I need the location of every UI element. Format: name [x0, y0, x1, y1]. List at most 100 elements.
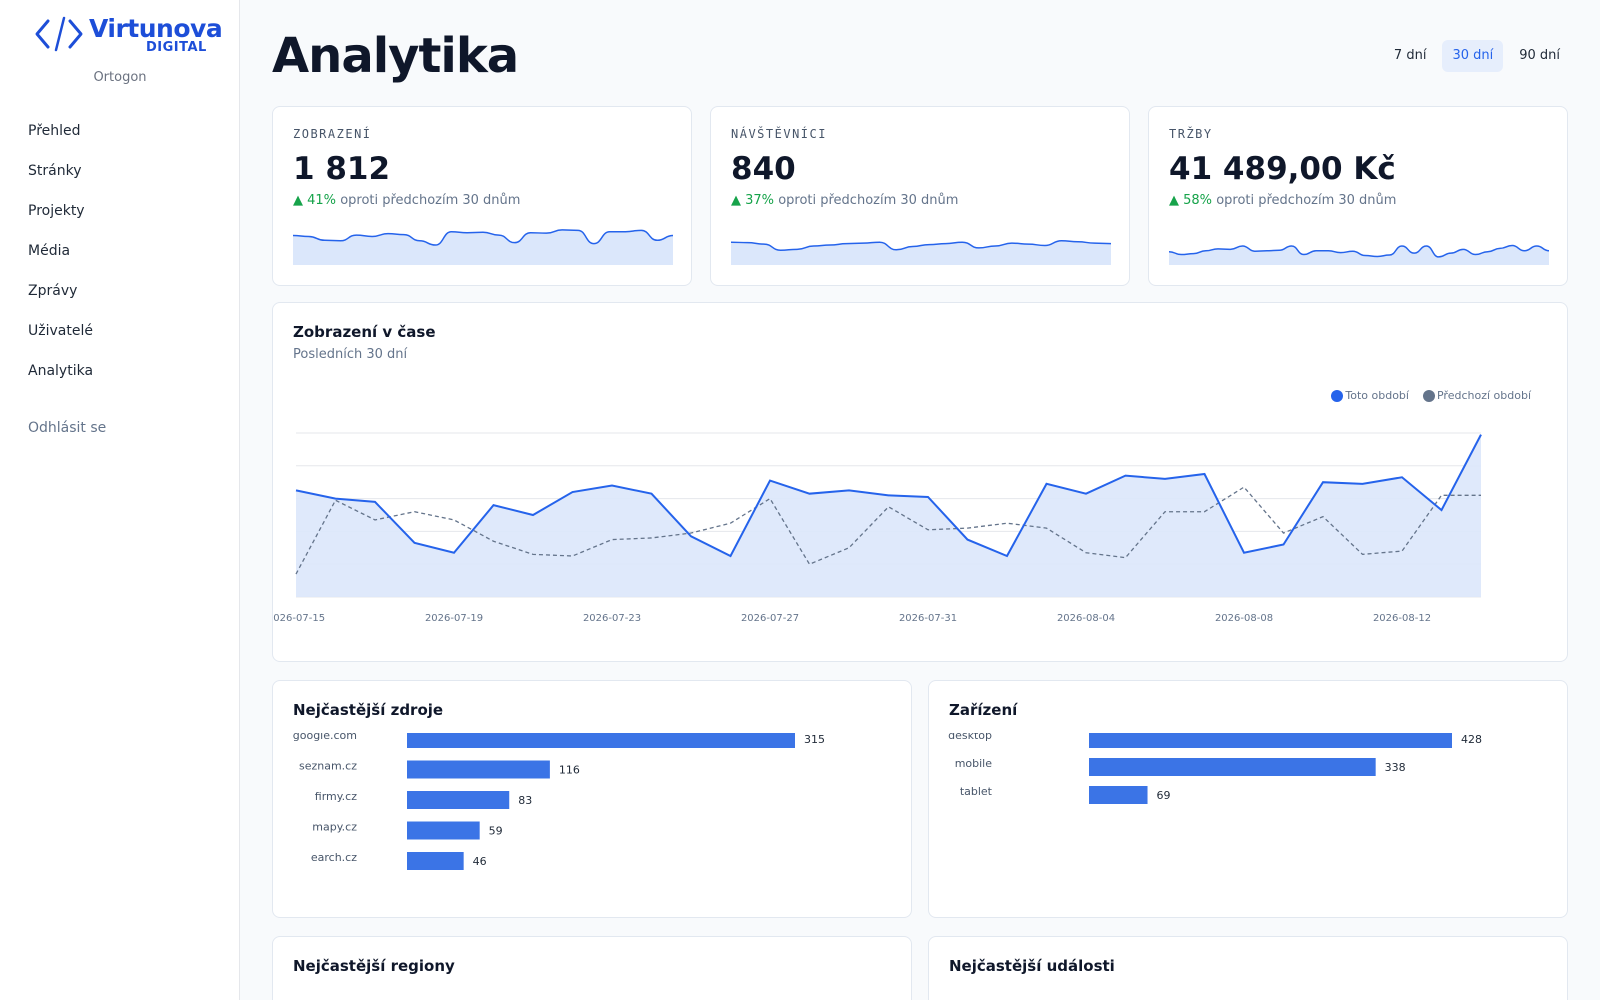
sidebar-item-stranky[interactable]: Stránky [28, 163, 82, 179]
bar-label: earch.cz [311, 851, 357, 864]
legend-item-current[interactable]: Toto období [1331, 389, 1409, 402]
stat-card-visitors: NÁVŠTĚVNÍCI 840 ▲ 37% oproti předchozím … [710, 106, 1130, 286]
bar-value: 59 [489, 825, 503, 838]
sidebar-nav: Přehled Stránky Projekty Média Zprávy Už… [0, 115, 240, 395]
stat-change: ▲ 58% oproti předchozím 30 dnům [1169, 193, 1396, 208]
bar-label: desktop [948, 733, 992, 742]
legend-label: Toto období [1345, 389, 1409, 402]
stat-delta: 58% [1183, 193, 1213, 208]
range-7-days-button[interactable]: 7 dní [1393, 48, 1427, 63]
bar[interactable] [407, 852, 464, 870]
stat-value: 840 [731, 151, 796, 187]
events-title: Nejčastější události [949, 957, 1115, 975]
legend-item-previous[interactable]: Předchozí období [1422, 389, 1531, 402]
x-tick-label: 2026-08-08 [1215, 613, 1273, 624]
sparkline-visitors [731, 240, 1111, 265]
bar[interactable] [1089, 758, 1376, 776]
bar[interactable] [407, 791, 510, 809]
stat-value: 41 489,00 Kč [1169, 151, 1396, 187]
legend-label: Předchozí období [1436, 389, 1531, 402]
bar-value: 46 [473, 855, 487, 868]
series-area-current [296, 434, 1481, 597]
bar-value: 69 [1157, 789, 1171, 802]
date-range-selector: 7 dní 30 dní 90 dní [1384, 40, 1570, 72]
sparkline-line [731, 240, 1111, 252]
series-line-previous [295, 486, 1481, 575]
bar-value: 83 [518, 794, 532, 807]
chart-subtitle: Posledních 30 dní [293, 347, 408, 362]
bar[interactable] [407, 821, 480, 840]
bar-value: 315 [804, 733, 825, 746]
sources-title: Nejčastější zdroje [293, 701, 444, 719]
line-chart: 2026-07-15 2026-07-19 2026-07-23 2026-07-27… [273, 432, 1482, 624]
stat-compare-text: oproti předchozím 30 dnům [1216, 193, 1397, 208]
stat-compare-text: oproti předchozím 30 dnům [340, 193, 521, 208]
views-over-time-card: Zobrazení v čase Posledních 30 dní Toto … [272, 302, 1568, 662]
sources-bar-chart: google.com 315 seznam.cz 116 firmy.cz 83 mapy.… [293, 733, 825, 870]
sparkline-revenue [1169, 244, 1549, 265]
bar-value: 116 [559, 764, 580, 777]
sidebar: Virtunova DIGITAL Ortogon Přehled Stránk… [0, 0, 240, 1000]
stat-change: ▲ 37% oproti předchozím 30 dnům [731, 193, 958, 208]
regions-title: Nejčastější regiony [293, 957, 455, 975]
sparkline-area [731, 240, 1111, 265]
brand-logo[interactable]: Virtunova DIGITAL [34, 14, 223, 64]
stat-change: ▲ 41% oproti předchozím 30 dnům [293, 193, 520, 208]
stat-card-views: ZOBRAZENÍ 1 812 ▲ 41% oproti předchozím … [272, 106, 692, 286]
chart-legend: Toto období Předchozí období [1331, 389, 1531, 402]
devices-title: Zařízení [949, 701, 1018, 719]
bar-value: 338 [1385, 761, 1406, 774]
page-title: Analytika [272, 28, 519, 84]
range-30-days-button[interactable]: 30 dní [1442, 40, 1504, 72]
stat-label: ZOBRAZENÍ [293, 127, 372, 141]
sidebar-item-analytika[interactable]: Analytika [28, 363, 94, 379]
sparkline-line [293, 229, 673, 246]
x-tick-label: 2026-07-15 [273, 613, 325, 624]
stat-delta: 41% [307, 193, 337, 208]
x-tick-label: 2026-08-12 [1373, 613, 1431, 624]
triangle-up-icon: ▲ [731, 193, 741, 208]
bar-label: firmy.cz [315, 790, 357, 803]
bar-label: mapy.cz [312, 821, 357, 834]
triangle-up-icon: ▲ [1169, 193, 1179, 208]
bar[interactable] [407, 733, 795, 748]
devices-bar-chart: desktop 428 mobile 338 tablet 69 [948, 733, 1482, 804]
sparkline-line [1169, 244, 1549, 258]
bar-value: 428 [1461, 733, 1482, 746]
sparkline-area [1169, 245, 1549, 265]
top-regions-card: Nejčastější regiony [272, 936, 912, 1000]
stat-compare-text: oproti předchozím 30 dnům [778, 193, 959, 208]
code-brackets-icon [35, 16, 83, 52]
sidebar-item-media[interactable]: Média [28, 243, 71, 259]
chart-title: Zobrazení v čase [293, 323, 436, 341]
bar-label: google.com [293, 733, 357, 742]
bar[interactable] [1089, 733, 1452, 748]
triangle-up-icon: ▲ [293, 193, 303, 208]
x-tick-label: 2026-08-04 [1057, 613, 1115, 624]
legend-dot-current [1331, 389, 1344, 402]
sidebar-item-uzivatele[interactable]: Uživatelé [28, 323, 93, 339]
stat-delta: 37% [745, 193, 775, 208]
range-90-days-button[interactable]: 90 dní [1519, 48, 1560, 63]
top-sources-card: Nejčastější zdroje google.com 315 seznam.c… [272, 680, 912, 918]
stat-card-revenue: TRŽBY 41 489,00 Kč ▲ 58% oproti předchoz… [1148, 106, 1568, 286]
logout-link[interactable]: Odhlásit se [28, 420, 107, 436]
x-tick-label: 2026-07-31 [899, 613, 957, 624]
stat-label: NÁVŠTĚVNÍCI [731, 127, 827, 141]
bar[interactable] [1089, 786, 1148, 804]
x-tick-label: 2026-07-23 [583, 613, 641, 624]
brand-sub: DIGITAL [146, 40, 207, 55]
sparkline-area [293, 229, 673, 265]
brand-name: Virtunova [89, 14, 223, 43]
x-tick-label: 2026-07-19 [425, 613, 483, 624]
sidebar-item-zpravy[interactable]: Zprávy [28, 283, 78, 299]
sidebar-item-prehled[interactable]: Přehled [28, 123, 81, 139]
bar[interactable] [407, 760, 550, 779]
legend-dot-previous [1422, 389, 1435, 402]
devices-card: Zařízení desktop 428 mobile 338 tablet 69 [928, 680, 1568, 918]
sidebar-item-projekty[interactable]: Projekty [28, 203, 85, 219]
bar-label: mobile [955, 757, 993, 770]
top-events-card: Nejčastější události [928, 936, 1568, 1000]
bar-label: seznam.cz [299, 760, 357, 773]
org-name: Ortogon [93, 70, 147, 85]
